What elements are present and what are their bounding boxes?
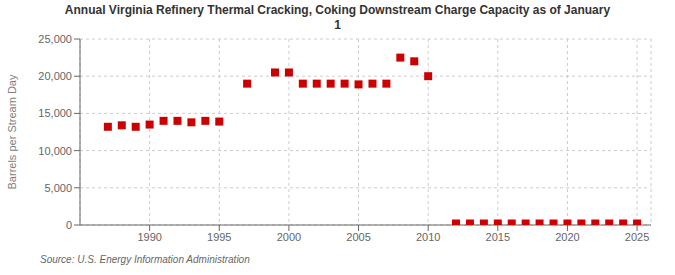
html-text:Source: U.S. Energy Informatio: Source: U.S. Energy Information Administ… [40, 254, 250, 265]
html-text:Annual Virginia Refinery Therm: Annual Virginia Refinery Thermal Crackin… [64, 3, 611, 17]
svg-text:2015: 2015 [486, 231, 510, 243]
svg-text:2025: 2025 [625, 231, 649, 243]
svg-text:Barrels per Stream Day: Barrels per Stream Day [8, 74, 18, 189]
svg-text:1995: 1995 [207, 231, 231, 243]
svg-text:5,000: 5,000 [44, 182, 72, 194]
svg-text:2005: 2005 [346, 231, 370, 243]
svg-text:25,000: 25,000 [38, 33, 72, 45]
svg-text:1990: 1990 [137, 231, 161, 243]
svg-text:2020: 2020 [555, 231, 579, 243]
svg-text:10,000: 10,000 [38, 145, 72, 157]
svg-text:20,000: 20,000 [38, 70, 72, 82]
svg-text:2010: 2010 [416, 231, 440, 243]
svg-text:0: 0 [66, 219, 72, 231]
html-text:1: 1 [334, 18, 341, 32]
svg-text:2000: 2000 [277, 231, 301, 243]
svg-text:15,000: 15,000 [38, 107, 72, 119]
